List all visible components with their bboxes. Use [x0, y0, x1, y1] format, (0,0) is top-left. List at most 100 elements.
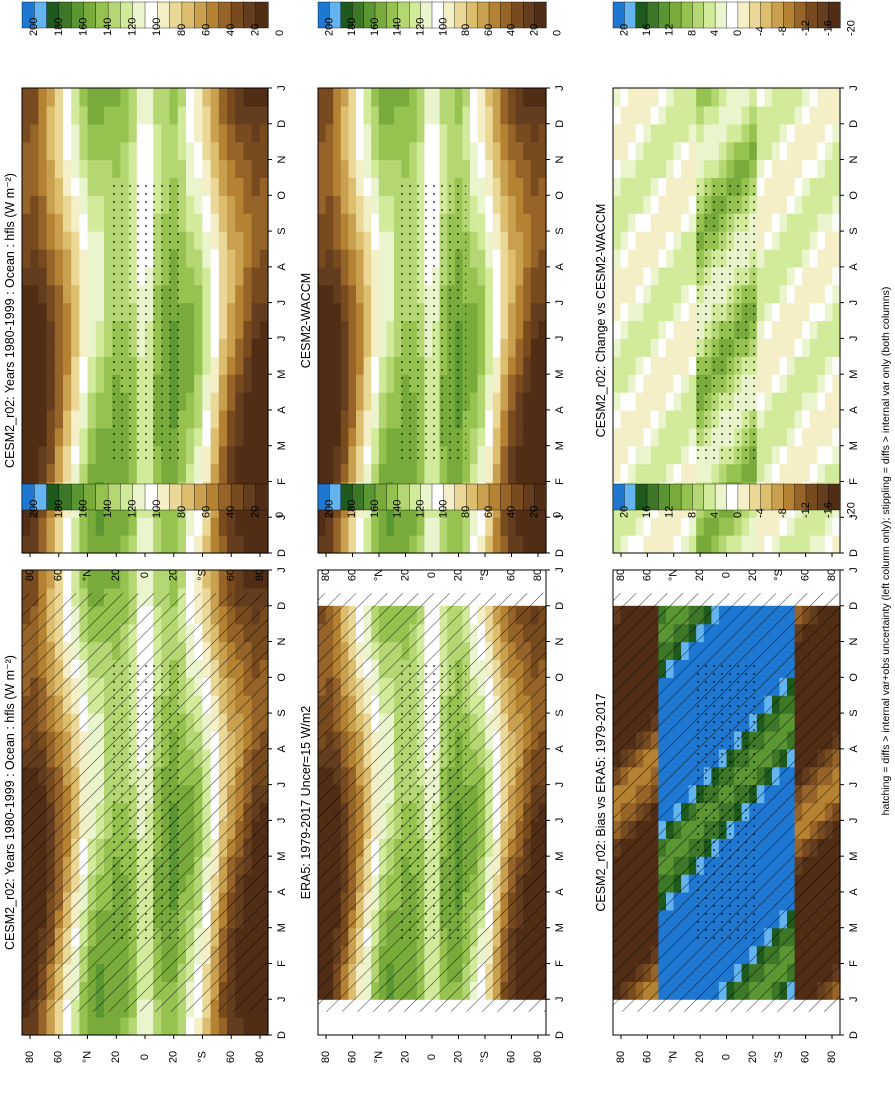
contour-cell [210, 320, 220, 339]
contour-cell [386, 392, 395, 411]
month-tick-label: D [848, 120, 860, 128]
contour-cell [136, 123, 146, 143]
contour-cell [38, 338, 48, 357]
contour-cell [741, 159, 750, 178]
contour-cell [104, 535, 113, 554]
contour-cell [756, 338, 765, 357]
contour-cell [136, 570, 146, 589]
contour-cell [202, 88, 212, 107]
contour-cell [681, 88, 690, 107]
contour-cell [787, 517, 796, 536]
contour-cell [340, 105, 349, 125]
contour-cell [824, 177, 834, 196]
contour-cell [756, 409, 765, 429]
lat-tick-label: 80 [254, 1051, 266, 1063]
contour-cell [756, 249, 765, 268]
contour-cell [378, 374, 387, 393]
contour-cell [177, 249, 187, 268]
contour-cell [401, 535, 410, 554]
colorbar-tick-label: 20 [529, 506, 541, 518]
contour-cell [530, 409, 539, 429]
contour-cell [333, 141, 342, 161]
contour-cell [802, 231, 811, 250]
contour-cell [470, 88, 479, 107]
contour-cell [500, 427, 509, 447]
contour-cell [325, 195, 334, 214]
contour-cell [794, 123, 803, 143]
contour-cell [348, 213, 357, 232]
contour-cell [38, 123, 48, 143]
contour-cell [794, 356, 803, 375]
contour-cell [462, 213, 471, 232]
contour-cell [832, 231, 841, 250]
contour-cell [462, 356, 471, 375]
contour-cell [538, 392, 547, 411]
contour-cell [378, 141, 387, 161]
contour-cell [95, 231, 105, 250]
lat-tick-label: 60 [225, 1051, 237, 1063]
contour-cell [771, 231, 781, 250]
colorbar-swatch [692, 483, 705, 511]
contour-cell [538, 105, 547, 125]
contour-cell [210, 427, 220, 447]
month-tick-label: D [276, 120, 288, 128]
contour-cell [371, 427, 380, 447]
contour-cell [54, 266, 64, 286]
contour-cell [325, 177, 334, 196]
contour-cell [439, 105, 448, 125]
contour-cell [194, 320, 203, 339]
contour-cell [787, 320, 796, 339]
contour-cell [218, 266, 228, 286]
contour-cell [802, 356, 811, 375]
contour-cell [643, 427, 652, 447]
contour-cell [243, 231, 253, 250]
contour-cell [681, 231, 690, 250]
contour-cell [243, 445, 253, 465]
contour-cell [79, 177, 89, 196]
lat-tick-label: °N [81, 569, 93, 581]
contour-cell [210, 409, 220, 429]
contour-cell [71, 570, 80, 589]
colorbar-tick-label: 200 [28, 500, 40, 518]
contour-cell [87, 320, 97, 339]
contour-cell [470, 409, 479, 429]
contour-cell [643, 338, 652, 357]
contour-cell [210, 338, 220, 357]
contour-cell [711, 88, 720, 107]
contour-cell [161, 517, 171, 536]
contour-cell [95, 177, 105, 196]
contour-cell [439, 141, 448, 161]
contour-cell [259, 409, 269, 429]
contour-cell [711, 159, 720, 178]
contour-cell [333, 213, 342, 232]
contour-cell [462, 392, 471, 411]
contour-cell [643, 356, 652, 375]
contour-cell [530, 105, 539, 125]
lat-tick-label: 80 [320, 1051, 332, 1063]
contour-cell [416, 159, 425, 178]
contour-cell [650, 88, 659, 107]
contour-cell [194, 213, 203, 232]
contour-cell [620, 427, 629, 447]
contour-cell [104, 159, 113, 178]
contour-cell [318, 123, 327, 143]
contour-cell [218, 427, 228, 447]
contour-cell [202, 266, 212, 286]
contour-cell [210, 374, 220, 393]
contour-cell [635, 177, 644, 196]
contour-cell [22, 88, 31, 107]
contour-cell [477, 409, 486, 429]
lat-tick-label: 80 [826, 1051, 838, 1063]
contour-cell [787, 535, 796, 554]
contour-cell [809, 338, 818, 357]
month-tick-label: D [554, 1031, 566, 1039]
colorbar-tick-label: -12 [800, 502, 812, 518]
month-tick-label: S [276, 709, 288, 716]
contour-cell [492, 105, 501, 125]
contour-cell [650, 517, 659, 536]
contour-cell [673, 302, 682, 322]
contour-cell [371, 123, 380, 143]
contour-cell [779, 535, 788, 554]
contour-cell [635, 392, 644, 411]
contour-cell [416, 535, 425, 554]
